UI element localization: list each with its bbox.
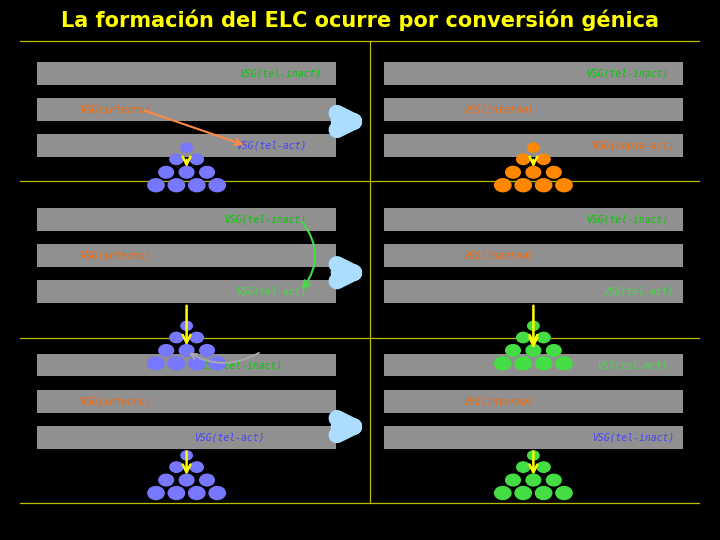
Text: VSG(interno): VSG(interno) (463, 105, 534, 114)
Text: VSG(tel-inact): VSG(tel-inact) (586, 69, 668, 78)
Text: VSG(interno): VSG(interno) (463, 251, 534, 260)
Circle shape (537, 154, 550, 165)
Circle shape (159, 474, 174, 486)
Text: VSG(tel-act): VSG(tel-act) (194, 433, 264, 442)
Circle shape (517, 154, 530, 165)
Circle shape (515, 487, 531, 500)
Bar (37, 426, 336, 449)
Circle shape (168, 357, 184, 370)
Text: VSG(tel-inact): VSG(tel-inact) (239, 69, 321, 78)
Circle shape (536, 357, 552, 370)
Text: VSG(tel-inact): VSG(tel-inact) (592, 433, 674, 442)
Circle shape (505, 345, 521, 356)
Circle shape (515, 179, 531, 192)
Circle shape (537, 462, 550, 472)
Bar (37, 390, 336, 413)
Bar (384, 354, 683, 376)
Circle shape (517, 462, 530, 472)
Circle shape (546, 474, 561, 486)
Text: VSG(interno): VSG(interno) (80, 105, 150, 114)
Circle shape (189, 487, 205, 500)
Bar (37, 280, 336, 303)
Circle shape (495, 487, 511, 500)
Text: VSG(tel-act): VSG(tel-act) (603, 287, 674, 296)
Circle shape (556, 487, 572, 500)
Bar (37, 134, 336, 157)
Circle shape (181, 451, 192, 460)
Circle shape (168, 179, 184, 192)
Circle shape (148, 357, 164, 370)
Bar (384, 134, 683, 157)
Bar (37, 98, 336, 121)
Circle shape (526, 166, 541, 178)
Bar (37, 244, 336, 267)
Circle shape (528, 321, 539, 330)
Circle shape (148, 487, 164, 500)
Circle shape (189, 179, 205, 192)
Bar (384, 208, 683, 231)
Circle shape (546, 345, 561, 356)
Circle shape (546, 166, 561, 178)
Circle shape (537, 332, 550, 343)
Text: VSG(interno): VSG(interno) (463, 396, 534, 406)
Circle shape (170, 154, 183, 165)
Circle shape (179, 345, 194, 356)
Circle shape (181, 321, 192, 330)
Text: VSG(tel-inact): VSG(tel-inact) (586, 214, 668, 224)
Text: VSG(tel-inact): VSG(tel-inact) (200, 360, 282, 370)
Circle shape (148, 179, 164, 192)
Text: VSG(tel-act): VSG(tel-act) (598, 360, 668, 370)
Circle shape (515, 357, 531, 370)
Bar (384, 244, 683, 267)
Circle shape (199, 345, 215, 356)
Bar (37, 354, 336, 376)
Bar (384, 62, 683, 85)
Circle shape (526, 474, 541, 486)
Circle shape (179, 166, 194, 178)
Circle shape (209, 357, 225, 370)
Text: VSG(copia-act): VSG(copia-act) (592, 141, 674, 151)
Circle shape (528, 143, 539, 152)
Circle shape (170, 462, 183, 472)
Text: VSG(tel-inact): VSG(tel-inact) (224, 214, 306, 224)
Text: VSG(tel-act): VSG(tel-act) (235, 141, 306, 151)
Bar (384, 280, 683, 303)
Circle shape (199, 474, 215, 486)
Circle shape (159, 345, 174, 356)
Circle shape (536, 487, 552, 500)
Circle shape (209, 487, 225, 500)
Circle shape (495, 357, 511, 370)
Circle shape (536, 179, 552, 192)
Circle shape (168, 487, 184, 500)
Circle shape (495, 179, 511, 192)
Circle shape (190, 154, 203, 165)
Circle shape (179, 474, 194, 486)
Circle shape (209, 179, 225, 192)
Circle shape (199, 166, 215, 178)
Text: VSG(interno): VSG(interno) (80, 251, 150, 260)
Bar (37, 62, 336, 85)
Circle shape (517, 332, 530, 343)
Circle shape (526, 345, 541, 356)
Circle shape (556, 357, 572, 370)
Circle shape (159, 166, 174, 178)
Circle shape (170, 332, 183, 343)
Text: VSG(tel-act): VSG(tel-act) (235, 287, 306, 296)
Bar (384, 426, 683, 449)
Circle shape (190, 332, 203, 343)
Bar (37, 208, 336, 231)
Text: La formación del ELC ocurre por conversión génica: La formación del ELC ocurre por conversi… (61, 10, 659, 31)
Circle shape (528, 451, 539, 460)
Text: VSG(interno): VSG(interno) (80, 396, 150, 406)
Circle shape (181, 143, 192, 152)
Circle shape (190, 462, 203, 472)
Circle shape (505, 474, 521, 486)
Circle shape (556, 179, 572, 192)
Bar (384, 98, 683, 121)
Bar (384, 390, 683, 413)
Circle shape (189, 357, 205, 370)
Circle shape (505, 166, 521, 178)
